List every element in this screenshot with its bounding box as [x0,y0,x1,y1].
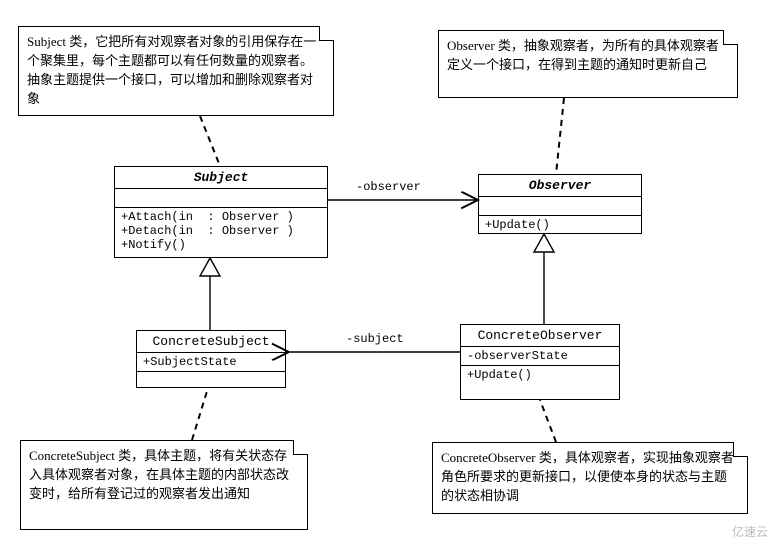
class-observer-attrs [479,197,641,216]
class-subject-attrs [115,189,327,208]
class-concrete-subject-ops [137,372,285,390]
note-link-subject [200,116,220,166]
class-concrete-observer: ConcreteObserver -observerState +Update(… [460,324,620,400]
label-subject-role: -subject [346,332,404,346]
note-concrete-observer: ConcreteObserver 类，具体观察者，实现抽象观察者角色所要求的更新… [432,442,748,514]
class-subject: Subject +Attach(in : Observer ) +Detach(… [114,166,328,258]
label-observer-role: -observer [356,180,421,194]
note-concrete-subject: ConcreteSubject 类，具体主题，将有关状态存入具体观察者对象，在具… [20,440,308,530]
note-subject-text: Subject 类，它把所有对观察者对象的引用保存在一个聚集里，每个主题都可以有… [27,34,316,106]
class-concrete-subject-attrs: +SubjectState [137,353,285,372]
edge-gen-observer-arrow [534,234,554,252]
class-concrete-observer-name: ConcreteObserver [461,325,619,347]
note-link-csubject [192,388,208,440]
diagram-canvas: Subject 类，它把所有对观察者对象的引用保存在一个聚集里，每个主题都可以有… [0,0,776,546]
class-subject-ops: +Attach(in : Observer ) +Detach(in : Obs… [115,208,327,254]
note-observer-text: Observer 类，抽象观察者，为所有的具体观察者定义一个接口，在得到主题的通… [447,38,719,72]
class-observer: Observer +Update() [478,174,642,234]
note-link-cobserver [540,400,556,442]
class-observer-name: Observer [479,175,641,197]
note-concrete-subject-text: ConcreteSubject 类，具体主题，将有关状态存入具体观察者对象，在具… [29,448,289,501]
note-concrete-observer-text: ConcreteObserver 类，具体观察者，实现抽象观察者角色所要求的更新… [441,450,734,503]
class-concrete-observer-ops: +Update() [461,366,619,384]
class-concrete-subject: ConcreteSubject +SubjectState [136,330,286,388]
note-observer: Observer 类，抽象观察者，为所有的具体观察者定义一个接口，在得到主题的通… [438,30,738,98]
class-concrete-observer-attrs: -observerState [461,347,619,366]
watermark: 亿速云 [732,523,768,540]
edge-gen-subject-arrow [200,258,220,276]
class-observer-ops: +Update() [479,216,641,234]
note-link-observer [556,98,564,174]
class-subject-name: Subject [115,167,327,189]
note-subject: Subject 类，它把所有对观察者对象的引用保存在一个聚集里，每个主题都可以有… [18,26,334,116]
class-concrete-subject-name: ConcreteSubject [137,331,285,353]
